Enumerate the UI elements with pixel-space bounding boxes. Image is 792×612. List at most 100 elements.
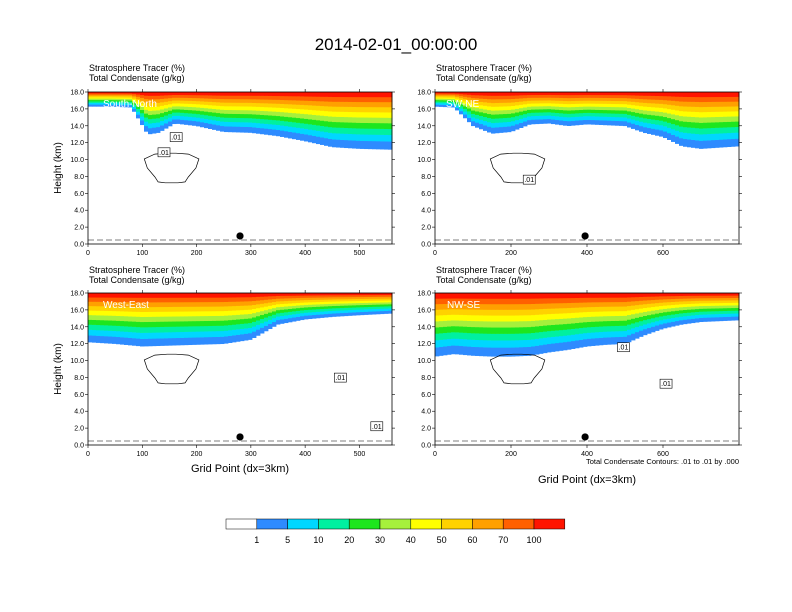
tracer-cell [443, 104, 448, 108]
tracer-cell [272, 129, 277, 136]
tracer-cell [88, 98, 93, 101]
tracer-cell [384, 117, 389, 124]
tracer-cell [723, 132, 728, 140]
tracer-cell [647, 314, 652, 320]
tracer-cell [360, 311, 365, 316]
tracer-cell [88, 97, 93, 99]
tracer-cell [328, 308, 333, 312]
tracer-cell [543, 105, 548, 110]
tracer-cell [675, 295, 680, 299]
tracer-cell [491, 327, 496, 334]
tracer-cell [164, 119, 169, 124]
tracer-cell [663, 126, 668, 132]
tracer-cell [527, 106, 532, 110]
tracer-cell [356, 111, 361, 118]
tracer-cell [643, 319, 648, 325]
tracer-cell [248, 110, 253, 115]
tracer-cell [699, 297, 704, 301]
tracer-cell [607, 337, 612, 345]
panel-south-north: .01.010.02.04.06.08.010.012.014.016.018.… [53, 63, 395, 257]
tracer-cell [344, 116, 349, 123]
y-tick-label: 14.0 [417, 123, 431, 130]
tracer-cell [727, 295, 732, 299]
tracer-cell [555, 336, 560, 344]
tracer-cell [523, 100, 528, 105]
tracer-cell [567, 103, 572, 108]
tracer-cell [559, 329, 564, 337]
tracer-cell [320, 105, 325, 111]
tracer-cell [495, 315, 500, 322]
tracer-cell [244, 113, 249, 119]
tracer-cell [643, 307, 648, 312]
tracer-cell [368, 296, 373, 299]
tracer-cell [292, 122, 297, 128]
tracer-cell [196, 297, 201, 303]
tracer-cell [352, 117, 357, 123]
tracer-cell [236, 92, 241, 96]
tracer-cell [615, 120, 620, 126]
tracer-cell [384, 310, 389, 314]
tracer-cell [264, 110, 269, 116]
tracer-cell [128, 301, 133, 307]
panel-condensate-label: Total Condensate (g/kg) [436, 73, 532, 83]
tracer-cell [479, 298, 484, 305]
tracer-cell [328, 293, 333, 296]
tracer-cell [200, 315, 205, 322]
tracer-cell [308, 302, 313, 305]
tracer-cell [703, 297, 708, 301]
tracer-cell [591, 311, 596, 317]
tracer-cell [156, 332, 161, 339]
tracer-cell [112, 330, 117, 337]
y-tick-label: 2.0 [421, 426, 431, 433]
tracer-cell [352, 128, 357, 135]
tracer-cell [372, 112, 377, 118]
tracer-cell [487, 298, 492, 305]
tracer-cell [515, 327, 520, 334]
tracer-cell [723, 111, 728, 117]
tracer-cell [519, 101, 524, 105]
tracer-cell [140, 92, 145, 96]
tracer-cell [439, 99, 444, 102]
tracer-cell [96, 97, 101, 99]
tracer-cell [144, 95, 149, 100]
tracer-cell [511, 293, 516, 299]
tracer-cell [132, 326, 137, 333]
tracer-cell [136, 114, 141, 119]
tracer-cell [124, 95, 129, 98]
tracer-cell [356, 296, 361, 300]
tracer-cell [563, 335, 568, 343]
tracer-cell [240, 318, 245, 324]
tracer-cell [683, 303, 688, 308]
tracer-cell [515, 309, 520, 316]
tracer-cell [731, 132, 736, 140]
tracer-cell [136, 332, 141, 339]
tracer-cell [152, 127, 157, 134]
tracer-cell [344, 307, 349, 311]
tracer-cell [268, 308, 273, 313]
tracer-cell [727, 316, 732, 321]
tracer-cell [252, 114, 257, 119]
tracer-cell [471, 298, 476, 305]
tracer-cell [316, 115, 321, 121]
tracer-cell [172, 293, 177, 298]
tracer-cell [503, 315, 508, 322]
tracer-cell [655, 299, 660, 304]
tracer-cell [647, 110, 652, 115]
tracer-cell [447, 314, 452, 321]
tracer-cell [443, 94, 448, 97]
tracer-cell [316, 110, 321, 116]
tracer-cell [547, 313, 552, 320]
tracer-cell [551, 92, 556, 96]
tracer-cell [467, 97, 472, 101]
tracer-cell [703, 106, 708, 113]
tracer-cell [184, 306, 189, 312]
tracer-cell [248, 309, 253, 315]
tracer-cell [687, 306, 692, 310]
tracer-cell [571, 110, 576, 114]
tracer-cell [316, 293, 321, 296]
tracer-cell [479, 115, 484, 120]
tracer-cell [647, 303, 652, 308]
tracer-cell [735, 106, 740, 112]
tracer-cell [711, 106, 716, 112]
tracer-cell [627, 297, 632, 302]
